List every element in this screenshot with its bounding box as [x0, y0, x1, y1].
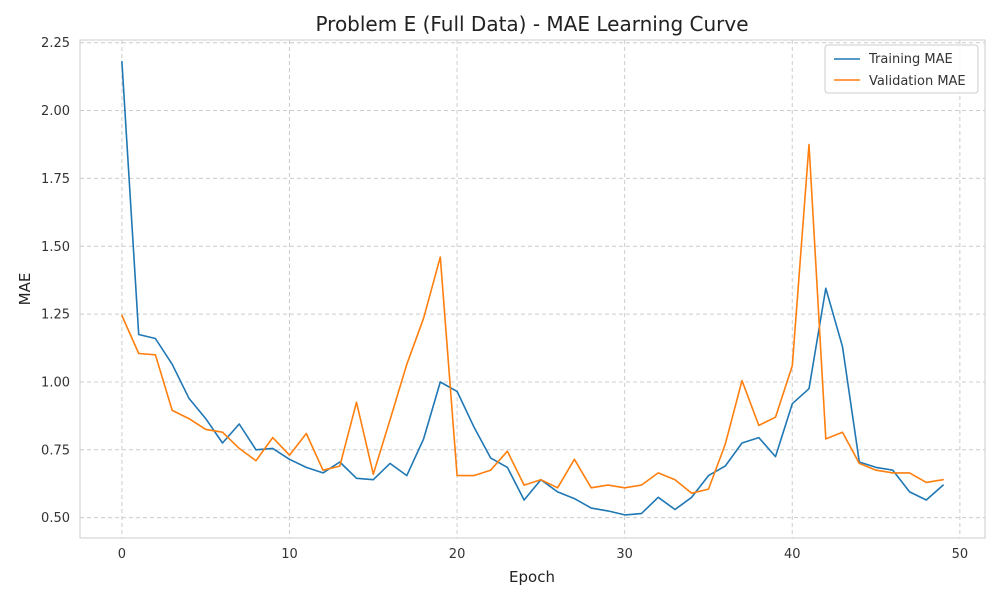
y-tick-label: 1.50: [41, 240, 70, 255]
y-tick-label: 1.25: [41, 308, 70, 323]
y-tick-label: 2.25: [41, 36, 70, 51]
y-tick-label: 2.00: [41, 104, 70, 119]
legend-label-training: Training MAE: [868, 52, 953, 67]
y-tick-labels: 0.50 0.75 1.00 1.25 1.50 1.75 2.00 2.25: [41, 36, 70, 526]
x-axis-label: Epoch: [509, 568, 555, 586]
legend-box: [824, 44, 979, 94]
y-tick-label: 0.50: [41, 511, 70, 526]
x-tick-label: 10: [281, 547, 298, 562]
x-tick-label: 40: [784, 547, 801, 562]
legend: Training MAE Validation MAE: [824, 44, 979, 94]
x-tick-labels: 0 10 20 30 40 50: [118, 547, 968, 562]
grid-layer: [80, 40, 985, 538]
y-tick-label: 1.00: [41, 375, 70, 390]
x-tick-label: 20: [449, 547, 466, 562]
y-axis-label: MAE: [16, 273, 34, 306]
y-tick-label: 0.75: [41, 443, 70, 458]
y-tick-label: 1.75: [41, 172, 70, 187]
x-tick-label: 0: [118, 547, 126, 562]
x-tick-label: 50: [952, 547, 969, 562]
chart-title: Problem E (Full Data) - MAE Learning Cur…: [315, 12, 748, 36]
x-tick-label: 30: [616, 547, 633, 562]
validation-mae-line: [121, 143, 944, 495]
training-mae-line: [121, 60, 944, 516]
plot-frame: [79, 39, 986, 539]
series-layer: [121, 60, 944, 516]
legend-label-validation: Validation MAE: [869, 74, 966, 89]
